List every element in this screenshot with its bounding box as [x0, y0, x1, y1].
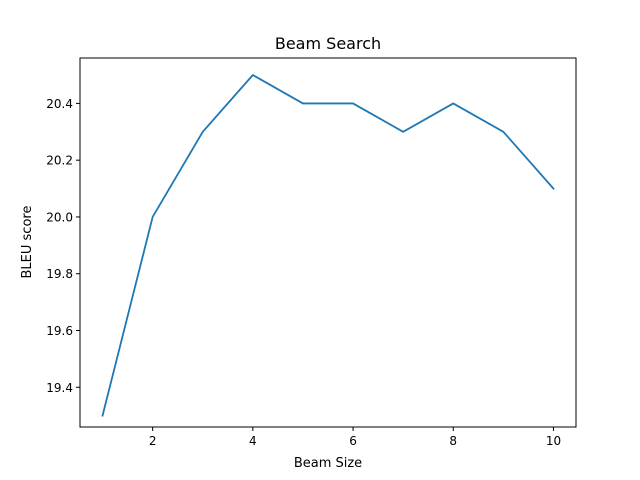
x-tick-label: 4	[249, 434, 257, 448]
x-axis-label: Beam Size	[294, 456, 362, 471]
x-tick-label: 8	[449, 434, 457, 448]
y-tick-label: 20.4	[46, 97, 73, 111]
y-tick-label: 20.2	[46, 154, 73, 168]
chart-title: Beam Search	[275, 34, 381, 53]
x-tick-label: 6	[349, 434, 357, 448]
series-line-0	[101, 74, 555, 417]
plot-area: 2 4 6 8 10 19.4 19.6 19.8 20.0 20.2 20.4	[46, 57, 577, 448]
axes-frame	[79, 57, 577, 428]
x-tick-label: 10	[546, 434, 561, 448]
y-tick-label: 19.4	[46, 381, 73, 395]
y-tick-label: 20.0	[46, 210, 73, 224]
y-tick-label: 19.6	[46, 324, 73, 338]
x-tick-label: 2	[149, 434, 157, 448]
y-axis-label: BLEU score	[20, 206, 35, 279]
y-tick-label: 19.8	[46, 267, 73, 281]
